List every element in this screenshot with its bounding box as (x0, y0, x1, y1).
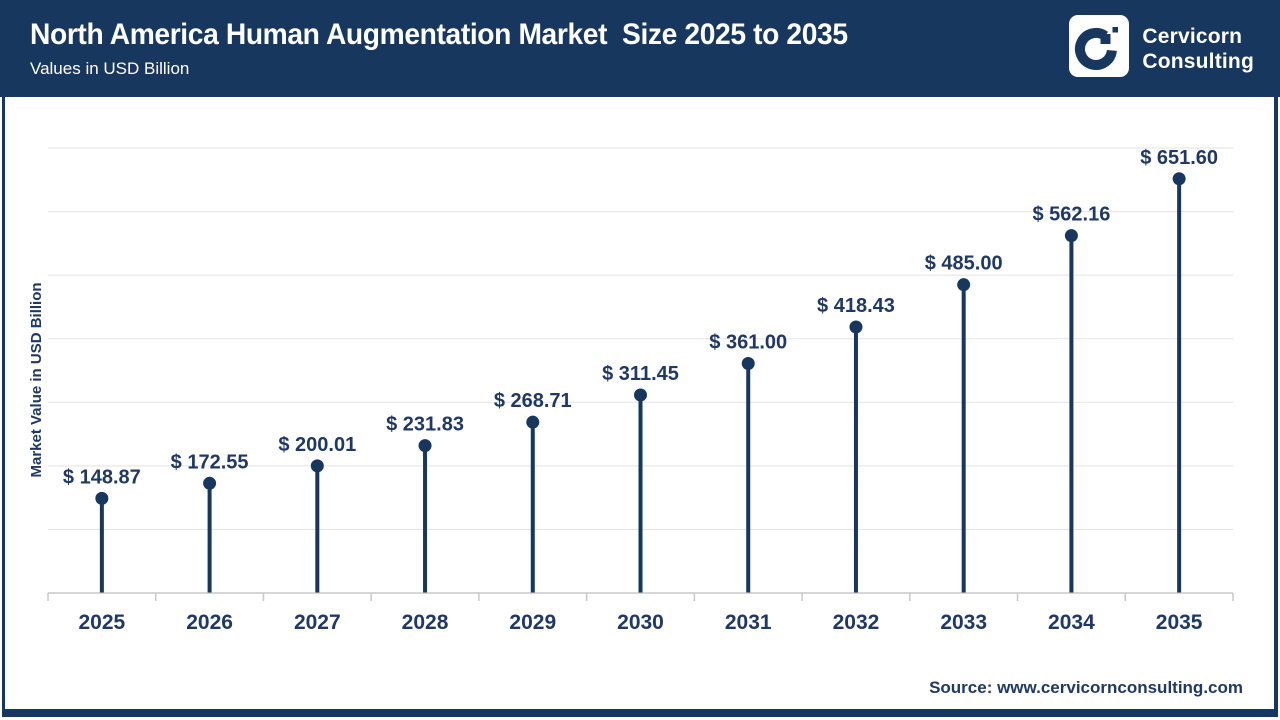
brand-lockup: Cervicorn Consulting (1069, 0, 1254, 97)
data-point-marker (203, 476, 217, 490)
frame-border-right (1274, 97, 1278, 717)
value-label: $ 311.45 (602, 363, 679, 385)
value-label: $ 562.16 (1032, 204, 1110, 226)
value-label: $ 268.71 (494, 390, 572, 412)
title-block: North America Human Augmentation Market … (30, 18, 900, 79)
value-label: $ 200.01 (278, 434, 356, 456)
value-label: $ 651.60 (1140, 147, 1218, 169)
x-tick-label: 2032 (833, 611, 880, 634)
data-point-marker (418, 439, 432, 453)
data-point-marker (849, 320, 863, 334)
chart-title: North America Human Augmentation Market … (30, 18, 848, 51)
x-tick-label: 2030 (617, 611, 664, 634)
source-text: Source: www.cervicornconsulting.com (929, 678, 1243, 697)
data-point-marker (1172, 172, 1186, 186)
frame-border-bottom (2, 709, 1278, 717)
x-tick-label: 2026 (186, 611, 233, 634)
x-tick-label: 2029 (509, 611, 556, 634)
x-tick-label: 2027 (294, 611, 341, 634)
value-label: $ 418.43 (817, 295, 895, 317)
data-point-marker (634, 388, 647, 402)
y-axis-title: Market Value in USD Billion (28, 282, 45, 477)
data-point-marker (95, 491, 109, 505)
brand-name-line1: Cervicorn (1142, 24, 1243, 48)
brand-name-line2: Consulting (1142, 49, 1254, 73)
data-point-marker (1064, 229, 1078, 243)
x-tick-label: 2034 (1048, 611, 1095, 634)
data-point-marker (741, 357, 755, 371)
value-label: $ 361.00 (709, 332, 787, 354)
chart-subtitle: Values in USD Billion (30, 59, 190, 78)
x-tick-label: 2031 (725, 611, 772, 634)
x-tick-label: 2033 (940, 611, 987, 634)
value-label: $ 172.55 (171, 451, 249, 473)
value-label: $ 148.87 (63, 466, 141, 488)
brand-name: Cervicorn Consulting (1142, 24, 1254, 74)
x-tick-label: 2028 (402, 611, 449, 634)
data-point-marker (310, 459, 324, 473)
data-point-marker (526, 415, 540, 429)
cervicorn-logo-icon (1069, 15, 1130, 82)
frame-border-left (2, 97, 5, 717)
x-tick-label: 2025 (79, 611, 126, 634)
value-label: $ 485.00 (925, 253, 1003, 275)
value-label: $ 231.83 (386, 414, 464, 436)
data-point-marker (957, 278, 971, 292)
header-banner: North America Human Augmentation Market … (0, 0, 1280, 97)
x-tick-label: 2035 (1156, 611, 1203, 634)
